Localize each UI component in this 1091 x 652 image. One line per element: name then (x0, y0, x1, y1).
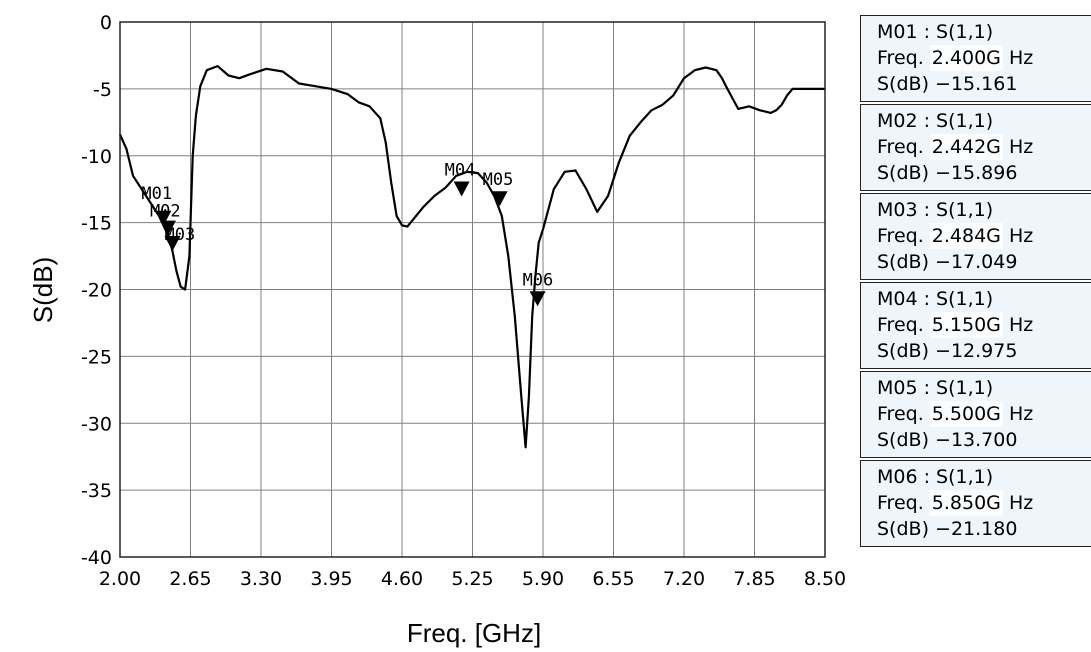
sdb-value: −15.896 (935, 162, 1018, 184)
marker-readout-title: M06 : S(1,1) (877, 466, 994, 488)
y-axis-label: S(dB) (28, 257, 58, 323)
freq-value: 2.400G (929, 45, 1003, 71)
x-tick-label: 6.55 (592, 568, 634, 590)
marker-triangle (164, 236, 181, 252)
x-axis-label: Freq. [GHz] (407, 618, 541, 648)
freq-label: Freq. (877, 47, 930, 69)
marker-readout-sdb: S(dB) −12.975 (877, 338, 1091, 364)
grid (120, 22, 825, 557)
x-tick-label: 2.65 (169, 568, 211, 590)
x-tick-label: 8.50 (804, 568, 846, 590)
freq-unit: Hz (1002, 492, 1034, 514)
sdb-label: S(dB) (877, 251, 936, 273)
marker-readout-sdb: S(dB) −17.049 (877, 249, 1091, 275)
freq-unit: Hz (1002, 403, 1034, 425)
marker-readout-box: M05 : S(1,1) Freq. 5.500G Hz S(dB) −13.700 (860, 371, 1091, 458)
marker-readout-sdb: S(dB) −13.700 (877, 427, 1091, 453)
x-tick-label: 4.60 (381, 568, 423, 590)
freq-label: Freq. (877, 492, 930, 514)
sdb-label: S(dB) (877, 340, 936, 362)
y-tick-label: -35 (81, 480, 112, 502)
sdb-label: S(dB) (877, 73, 936, 95)
freq-value: 5.150G (929, 312, 1003, 338)
sdb-label: S(dB) (877, 429, 936, 451)
marker-label: M02 (150, 202, 181, 222)
sdb-label: S(dB) (877, 518, 936, 540)
marker-readout-title: M02 : S(1,1) (877, 110, 994, 132)
y-tick-label: -5 (93, 79, 112, 101)
freq-label: Freq. (877, 136, 930, 158)
freq-unit: Hz (1002, 225, 1034, 247)
marker-triangle (453, 181, 470, 197)
marker-readout-freq: Freq. 5.850G Hz (877, 490, 1091, 516)
x-tick-label: 7.20 (663, 568, 705, 590)
marker-readout-box: M04 : S(1,1) Freq. 5.150G Hz S(dB) −12.975 (860, 282, 1091, 369)
freq-unit: Hz (1002, 136, 1034, 158)
freq-value: 5.500G (929, 401, 1003, 427)
series-layer (118, 64, 825, 449)
marker-triangle (491, 191, 508, 207)
y-tick-label: -15 (81, 213, 112, 235)
freq-unit: Hz (1002, 314, 1034, 336)
marker-label: M04 (445, 161, 476, 181)
marker-readout-panel: M01 : S(1,1) Freq. 2.400G Hz S(dB) −15.161… (860, 15, 1091, 549)
x-tick-label: 2.00 (99, 568, 141, 590)
sdb-label: S(dB) (877, 162, 936, 184)
series-line (118, 64, 825, 449)
y-tick-label: 0 (100, 12, 112, 34)
marker-readout-freq: Freq. 2.442G Hz (877, 134, 1091, 160)
marker-readout-box: M02 : S(1,1) Freq. 2.442G Hz S(dB) −15.896 (860, 104, 1091, 191)
y-tick-label: -10 (81, 146, 112, 168)
x-tick-label: 3.30 (240, 568, 282, 590)
ticks: 2.00 2.65 3.30 3.95 4.60 5.25 5.90 6.55 7.20 7.85… (81, 12, 846, 590)
x-tick-label: 5.90 (522, 568, 564, 590)
sdb-value: −21.180 (935, 518, 1018, 540)
marker-label: M05 (483, 170, 514, 190)
marker-readout-sdb: S(dB) −15.161 (877, 71, 1091, 97)
freq-unit: Hz (1002, 47, 1034, 69)
y-tick-label: -25 (81, 346, 112, 368)
freq-value: 5.850G (929, 490, 1003, 516)
x-tick-label: 5.25 (451, 568, 493, 590)
marker-readout-freq: Freq. 2.400G Hz (877, 45, 1091, 71)
marker-readout-box: M03 : S(1,1) Freq. 2.484G Hz S(dB) −17.049 (860, 193, 1091, 280)
marker-readout-title: M01 : S(1,1) (877, 21, 994, 43)
marker-readout-sdb: S(dB) −15.896 (877, 160, 1091, 186)
y-tick-label: -40 (81, 547, 112, 569)
marker-triangle (529, 291, 546, 307)
marker-label: M01 (141, 184, 172, 204)
sdb-value: −13.700 (935, 429, 1018, 451)
freq-value: 2.442G (929, 134, 1003, 160)
freq-label: Freq. (877, 225, 930, 247)
sdb-value: −15.161 (935, 73, 1018, 95)
marker-readout-box: M01 : S(1,1) Freq. 2.400G Hz S(dB) −15.161 (860, 15, 1091, 102)
marker-label: M06 (523, 270, 554, 290)
marker-triangle (159, 220, 176, 236)
x-tick-label: 3.95 (310, 568, 352, 590)
sdb-value: −12.975 (935, 340, 1018, 362)
y-tick-label: -30 (81, 413, 112, 435)
marker-readout-title: M03 : S(1,1) (877, 199, 994, 221)
marker-readout-freq: Freq. 2.484G Hz (877, 223, 1091, 249)
marker-triangle (155, 210, 172, 226)
marker-readout-freq: Freq. 5.500G Hz (877, 401, 1091, 427)
x-tick-label: 7.85 (733, 568, 775, 590)
y-tick-label: -20 (81, 280, 112, 302)
marker-readout-title: M04 : S(1,1) (877, 288, 994, 310)
freq-value: 2.484G (929, 223, 1003, 249)
sdb-value: −17.049 (935, 251, 1018, 273)
plot-frame (119, 21, 826, 558)
marker-readout-box: M06 : S(1,1) Freq. 5.850G Hz S(dB) −21.180 (860, 460, 1091, 547)
freq-label: Freq. (877, 403, 930, 425)
marker-readout-freq: Freq. 5.150G Hz (877, 312, 1091, 338)
marker-label: M03 (164, 225, 195, 245)
marker-readout-title: M05 : S(1,1) (877, 377, 994, 399)
marker-readout-sdb: S(dB) −21.180 (877, 516, 1091, 542)
freq-label: Freq. (877, 314, 930, 336)
